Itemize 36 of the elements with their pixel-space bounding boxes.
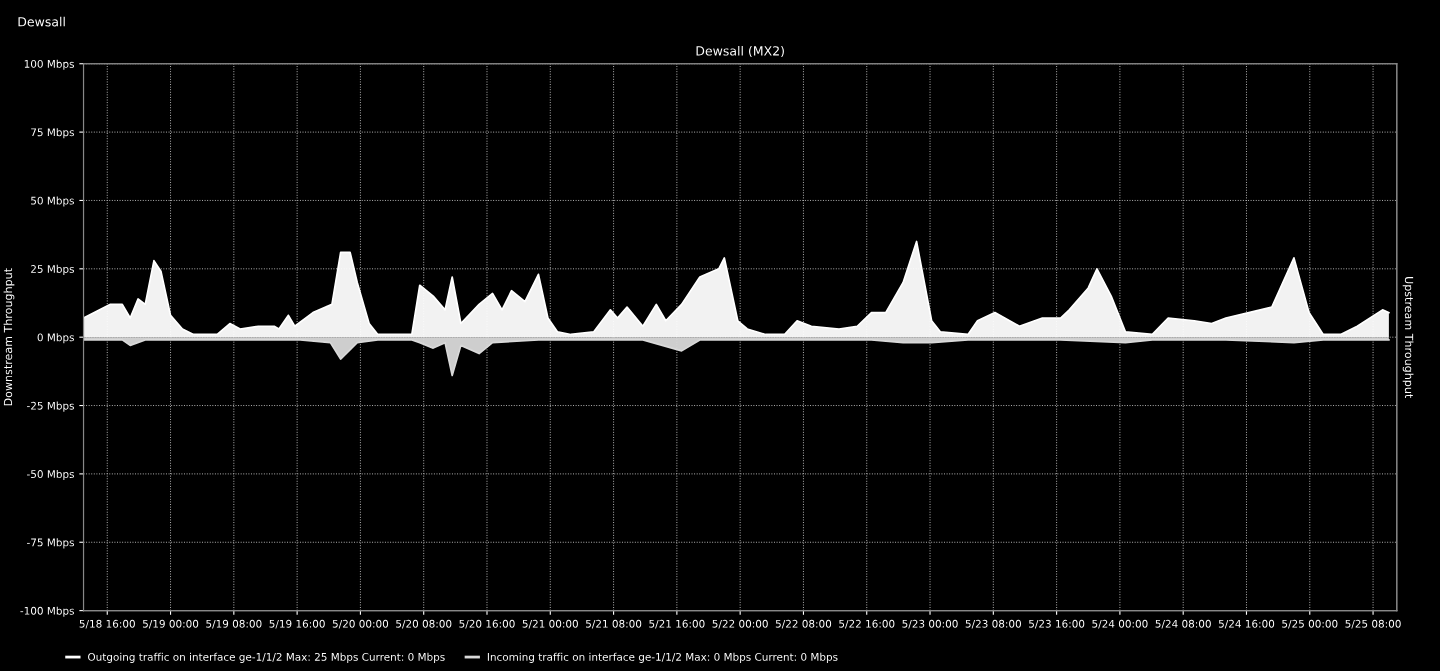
x-tick-label: 5/21 16:00 bbox=[649, 619, 705, 629]
x-tick-label: 5/23 08:00 bbox=[965, 619, 1021, 629]
x-tick-label: 5/23 16:00 bbox=[1029, 619, 1085, 629]
x-tick-label: 5/24 00:00 bbox=[1092, 619, 1148, 629]
x-tick-label: 5/20 00:00 bbox=[332, 619, 389, 629]
x-tick-label: 5/24 16:00 bbox=[1218, 619, 1275, 629]
y-tick-label: -25 Mbps bbox=[27, 401, 74, 412]
y-tick-label: 0 Mbps bbox=[37, 333, 74, 344]
x-tick-label: 5/19 00:00 bbox=[142, 619, 199, 629]
text: Dewsall bbox=[18, 16, 65, 27]
y-tick-label: 25 Mbps bbox=[31, 264, 74, 275]
x-tick-label: 5/24 08:00 bbox=[1155, 619, 1211, 629]
x-tick-label: 5/22 16:00 bbox=[839, 619, 895, 629]
x-tick-label: 5/20 16:00 bbox=[459, 619, 515, 629]
y-tick-label: 100 Mbps bbox=[24, 59, 74, 70]
x-tick-label: 5/22 08:00 bbox=[775, 619, 832, 629]
x-tick-label: 5/19 16:00 bbox=[269, 619, 325, 629]
x-tick-label: 5/20 08:00 bbox=[396, 619, 452, 629]
x-tick-label: 5/19 08:00 bbox=[206, 619, 262, 629]
y-tick-label: -75 Mbps bbox=[27, 538, 74, 549]
x-tick-label: 5/23 00:00 bbox=[902, 619, 958, 629]
y-tick-label: 75 Mbps bbox=[31, 128, 74, 139]
x-tick-label: 5/18 16:00 bbox=[79, 619, 135, 629]
x-tick-label: 5/25 08:00 bbox=[1345, 619, 1401, 629]
x-tick-label: 5/21 00:00 bbox=[522, 619, 578, 629]
legend-label: Outgoing traffic on interface ge-1/1/2 Max: 25 Mbps Current: 0 Mbps bbox=[88, 652, 445, 663]
y-tick-label: -50 Mbps bbox=[27, 469, 74, 481]
legend-label: Incoming traffic on interface ge-1/1/2 Max: 0 Mbps Current: 0 Mbps bbox=[487, 652, 838, 663]
x-tick-label: 5/21 08:00 bbox=[586, 619, 642, 629]
y-axis-title: Downstream Throughput bbox=[3, 268, 15, 406]
y-tick-label: -100 Mbps bbox=[20, 606, 74, 617]
x-tick-label: 5/25 00:00 bbox=[1282, 619, 1338, 629]
x-tick-label: 5/22 00:00 bbox=[712, 619, 768, 629]
y-tick-label: 50 Mbps bbox=[31, 196, 74, 207]
y2-axis-title: Upstream Throughput bbox=[1402, 277, 1414, 398]
chart-title: Dewsall (MX2) bbox=[696, 45, 784, 58]
